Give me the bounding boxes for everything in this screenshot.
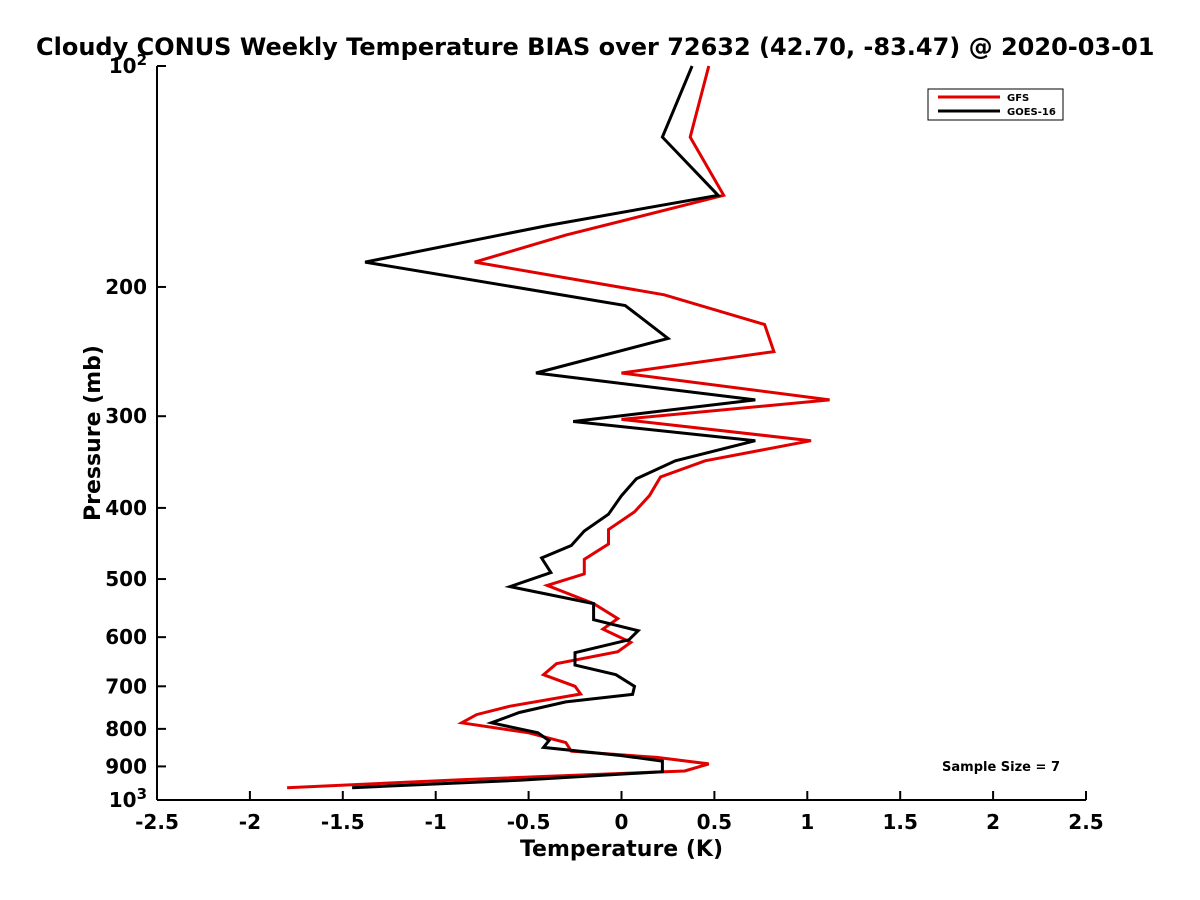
x-tick-label: 2.5	[1068, 810, 1103, 834]
y-tick-label: 900	[105, 754, 147, 778]
y-axis-label: Pressure (mb)	[81, 345, 106, 521]
sample-size-annotation: Sample Size = 7	[942, 760, 1060, 775]
y-tick-label: 700	[105, 674, 147, 698]
y-tick-label: 400	[105, 496, 147, 520]
legend-box	[927, 88, 1064, 121]
x-tick-label: -0.5	[507, 810, 551, 834]
series-line-gfs	[287, 65, 830, 790]
y-tick-label: 103	[109, 785, 147, 812]
x-tick-label: 0.5	[697, 810, 732, 834]
y-tick-label: 102	[109, 51, 147, 78]
x-axis-label: Temperature (K)	[520, 837, 723, 862]
x-tick-label: 1.5	[882, 810, 917, 834]
legend-label-goes-16: GOES-16	[1007, 107, 1056, 118]
plot-area: -2.5 -2 -1.5 -1 -0.5 0 0.5 1 1.5 2 2.5 102 200 300 40…	[105, 51, 1103, 834]
x-tick-label: 0	[615, 810, 629, 834]
series-layer	[287, 65, 830, 790]
x-tick-label: -2	[239, 810, 261, 834]
legend-label-gfs: GFS	[1007, 93, 1029, 104]
x-tick-label: -2.5	[135, 810, 179, 834]
y-tick-label: 800	[105, 717, 147, 741]
x-axis-ticks: -2.5 -2 -1.5 -1 -0.5 0 0.5 1 1.5 2 2.5	[135, 791, 1104, 834]
chart-title: Cloudy CONUS Weekly Temperature BIAS ove…	[36, 33, 1154, 61]
y-tick-label: 200	[105, 275, 147, 299]
x-tick-label: 1	[800, 810, 814, 834]
x-tick-label: -1.5	[321, 810, 365, 834]
y-tick-label: 300	[105, 404, 147, 428]
y-tick-label: 600	[105, 625, 147, 649]
y-tick-label: 500	[105, 567, 147, 591]
y-axis-ticks: 102 200 300 400 500 600 700 800 900 103	[105, 51, 166, 812]
x-tick-label: -1	[425, 810, 447, 834]
legend: GFS GOES-16	[927, 88, 1064, 121]
series-line-goes-16	[352, 65, 756, 790]
x-tick-label: 2	[986, 810, 1000, 834]
